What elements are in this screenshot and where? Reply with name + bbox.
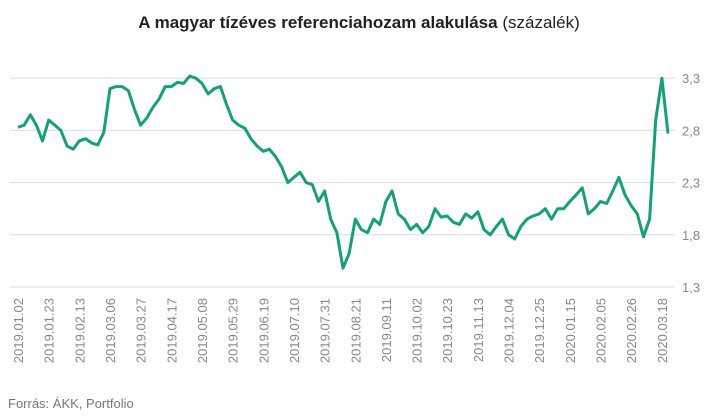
x-tick-label: 2019.08.21 xyxy=(348,298,363,363)
y-tick-label: 1,8 xyxy=(682,228,700,243)
x-tick-label: 2019.12.04 xyxy=(502,298,517,363)
x-tick-label: 2019.10.23 xyxy=(440,298,455,363)
y-tick-label: 1,3 xyxy=(682,280,700,295)
x-tick-label: 2019.02.13 xyxy=(72,298,87,363)
x-tick-label: 2019.05.08 xyxy=(195,298,210,363)
x-tick-label: 2020.02.26 xyxy=(624,298,639,363)
x-tick-label: 2020.01.15 xyxy=(563,298,578,363)
x-tick-label: 2019.10.02 xyxy=(410,298,425,363)
x-tick-label: 2019.01.02 xyxy=(11,298,26,363)
x-tick-label: 2019.07.10 xyxy=(287,298,302,363)
y-tick-label: 3,3 xyxy=(682,71,700,86)
x-tick-label: 2019.03.27 xyxy=(134,298,149,363)
x-tick-label: 2019.03.06 xyxy=(103,298,118,363)
title-main: A magyar tízéves referenciahozam alakulá… xyxy=(138,13,498,32)
x-tick-label: 2019.12.25 xyxy=(532,298,547,363)
x-tick-label: 2020.03.18 xyxy=(655,298,670,363)
chart-title: A magyar tízéves referenciahozam alakulá… xyxy=(138,13,580,32)
x-tick-label: 2019.01.23 xyxy=(42,298,57,363)
x-tick-label: 2019.11.13 xyxy=(471,298,486,362)
x-tick-label: 2020.02.05 xyxy=(594,298,609,363)
x-tick-label: 2019.06.19 xyxy=(256,298,271,363)
title-unit: (százalék) xyxy=(502,13,579,32)
x-tick-label: 2019.05.29 xyxy=(226,298,241,363)
x-tick-label: 2019.07.31 xyxy=(318,298,333,363)
data-line xyxy=(17,74,670,270)
source-note: Forrás: ÁKK, Portfolio xyxy=(8,396,134,411)
x-tick-label: 2019.04.17 xyxy=(164,298,179,363)
x-tick-label: 2019.09.11 xyxy=(379,298,394,362)
y-tick-label: 2,8 xyxy=(682,123,700,138)
y-tick-label: 2,3 xyxy=(682,176,700,191)
